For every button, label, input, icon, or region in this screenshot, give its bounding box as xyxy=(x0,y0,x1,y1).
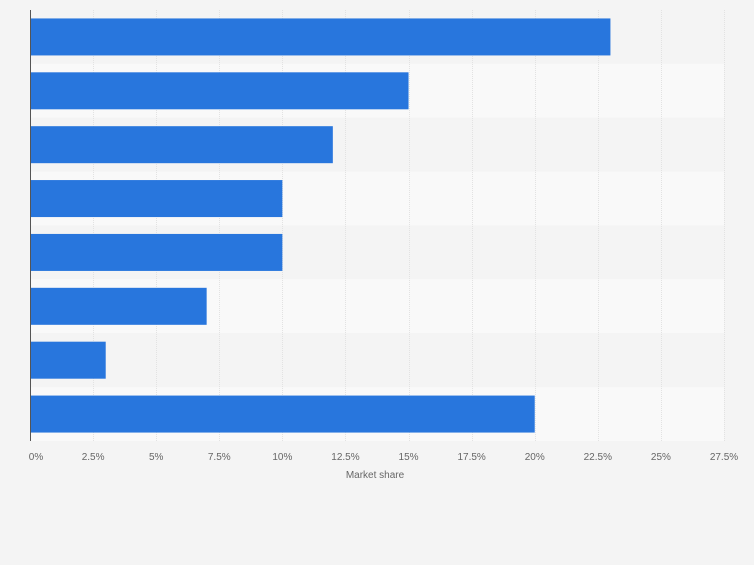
bar[interactable] xyxy=(30,180,283,218)
bar[interactable] xyxy=(30,395,535,433)
bar[interactable] xyxy=(30,126,333,164)
x-tick-label: 12.5% xyxy=(331,452,359,463)
x-tick-label: 7.5% xyxy=(208,452,231,463)
bar[interactable] xyxy=(30,72,409,110)
x-tick-label: 17.5% xyxy=(457,452,485,463)
bar[interactable] xyxy=(30,287,207,325)
x-tick-labels: 0% 2.5% 5% 7.5% 10% 12.5% 15% 17.5% 20% 22.5% 25% 2… xyxy=(29,452,739,463)
bar[interactable] xyxy=(30,341,106,379)
x-tick-label: 5% xyxy=(149,452,164,463)
x-tick-label: 2.5% xyxy=(82,452,105,463)
x-tick-label: 15% xyxy=(399,452,419,463)
x-tick-label: 10% xyxy=(272,452,292,463)
row-band xyxy=(30,333,724,388)
x-tick-label: 22.5% xyxy=(584,452,612,463)
x-tick-label: 27.5% xyxy=(710,452,738,463)
bar[interactable] xyxy=(30,233,283,271)
x-tick-label: 0% xyxy=(29,452,44,463)
bar[interactable] xyxy=(30,18,611,56)
x-tick-label: 25% xyxy=(651,452,671,463)
x-tick-label: 20% xyxy=(525,452,545,463)
x-axis-label: Market share xyxy=(346,470,405,481)
bars xyxy=(30,18,611,433)
